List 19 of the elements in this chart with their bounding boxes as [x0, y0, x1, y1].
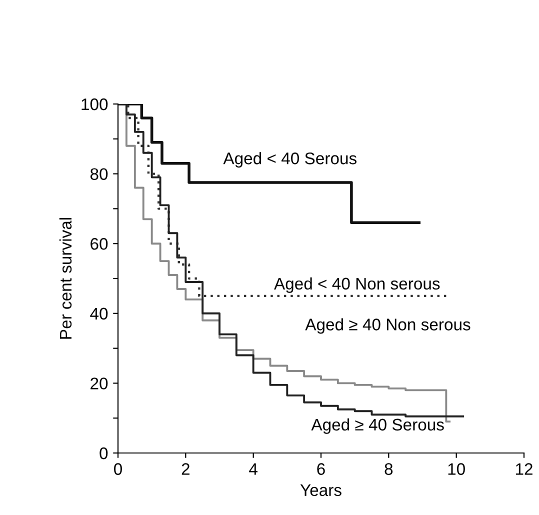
y-tick-label: 0 — [100, 447, 108, 460]
x-axis-title: Years — [300, 484, 342, 496]
y-tick-label: 100 — [82, 98, 108, 110]
x-tick-label: 6 — [317, 463, 325, 475]
annotation: Aged ≥ 40 Non serous — [305, 318, 470, 334]
x-tick-label: 10 — [448, 463, 465, 475]
x-tick-label: 8 — [384, 463, 393, 475]
y-tick-label: 20 — [90, 378, 108, 390]
annotation: Aged < 40 Non serous — [274, 277, 440, 293]
y-tick-label: 60 — [90, 238, 108, 250]
x-tick-label: 4 — [249, 463, 258, 475]
x-tick-label: 12 — [516, 463, 532, 475]
annotation: Aged < 40 Serous — [223, 152, 356, 168]
annotation: Aged ≥ 40 Serous — [311, 418, 444, 434]
y-axis-title: Per cent survival — [59, 218, 72, 339]
y-tick-label: 80 — [90, 168, 108, 180]
y-tick-label: 40 — [90, 308, 108, 320]
x-tick-label: 0 — [114, 463, 122, 475]
x-tick-label: 2 — [182, 463, 190, 475]
